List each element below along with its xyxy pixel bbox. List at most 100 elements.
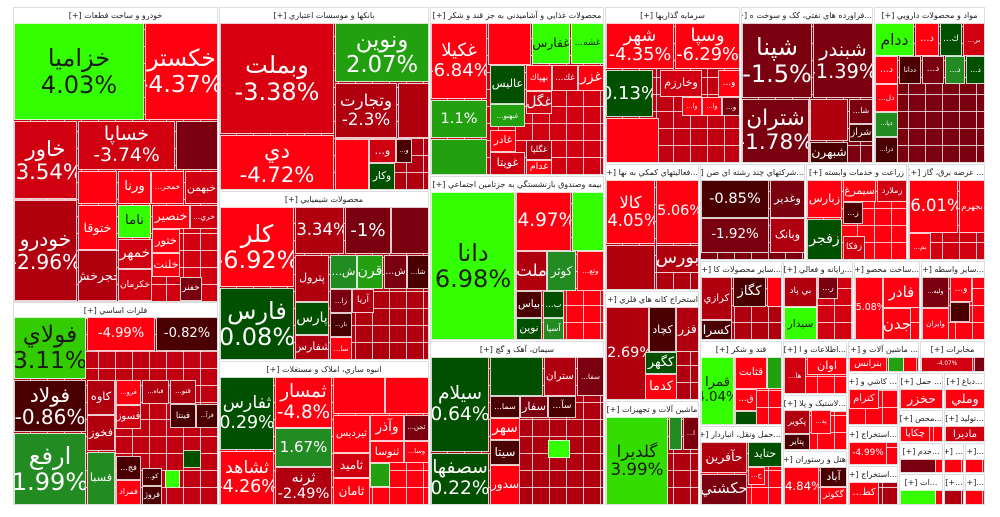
sector-title[interactable]: ...فراورده هاي نفتي، کک و سوخت ه [+] [742,8,872,24]
sector-title[interactable]: سيمان، آهک و گچ [+] [431,342,603,358]
stock-tile[interactable]: زبارس [807,180,842,218]
stock-tile[interactable]: قمرا4.04% [701,357,734,424]
stock-tile[interactable]: آريا [352,289,374,313]
stock-tile[interactable]: ...و [396,139,412,163]
stock-tile[interactable]: آسيا [543,318,564,339]
sector-title[interactable]: ... ماشين آلات و [+] [849,342,918,358]
sector-title[interactable]: ...خدم [+] [900,444,942,460]
stock-tile[interactable]: ورنا [118,171,151,204]
stock-tile[interactable] [888,357,904,371]
sector-title[interactable]: ...ساير واسطه [+] [922,262,984,278]
stock-tile[interactable]: ...شا [407,255,428,289]
stock-tile[interactable]: خساپا -3.74% [78,121,175,170]
stock-tile[interactable]: -2.69% [606,307,649,399]
sector-title[interactable]: ...ات [+] [900,475,942,491]
stock-tile[interactable]: شفارس [295,335,329,359]
stock-tile[interactable]: -1.92% [701,218,769,253]
stock-tile[interactable]: خکرمان [118,269,152,301]
stock-tile[interactable]: ...بم [909,233,931,259]
sector-title[interactable]: استخراج کانه هاي فلزي [+] [606,292,698,308]
stock-tile[interactable]: 1.1% [431,100,487,138]
stock-tile[interactable]: بجهرم [959,180,984,233]
stock-tile[interactable]: فمراد [116,480,141,504]
sector-title[interactable]: محصولات غذايي و آشاميدني به جز قند و شکر… [431,8,603,24]
sector-title[interactable]: سرمايه گذاريها [+] [606,8,739,24]
stock-tile[interactable]: ختور [152,229,180,253]
stock-tile[interactable] [176,121,217,170]
stock-tile[interactable]: ...و [718,70,739,97]
stock-tile[interactable]: عاليس [490,65,525,104]
stock-tile[interactable]: ...غك [552,65,578,91]
stock-tile[interactable]: خودرو-2.96% [14,200,77,301]
stock-tile[interactable]: شبهرن [810,142,848,162]
stock-tile[interactable]: گکوثر [820,487,846,504]
sector-title[interactable]: ... کاشي و [+] [849,374,897,390]
stock-tile[interactable]: سيتا [490,440,520,465]
stock-tile[interactable]: -6.01% [909,180,958,233]
stock-tile[interactable] [370,463,390,487]
stock-tile[interactable]: ...خمحر [151,171,184,204]
sector-title[interactable]: زراعت و خدمات وابسته [+] [807,165,906,181]
stock-tile[interactable]: حتايد [748,442,781,467]
sector-title[interactable]: ...توليد [+] [945,411,984,427]
stock-tile[interactable]: قرن [357,255,383,289]
stock-tile[interactable] [548,440,570,458]
stock-tile[interactable]: ...بار [330,313,352,337]
sector-title[interactable]: ماشين آلات و تجهيزات [+] [606,402,698,418]
stock-tile[interactable]: ...غشه [571,23,603,64]
stock-tile[interactable]: ...د [966,56,984,84]
stock-tile[interactable]: ثامان [333,478,370,504]
sector-title[interactable]: ...استخراج [+] [849,467,897,483]
stock-tile[interactable]: سدور [490,465,520,504]
stock-tile[interactable]: ...کط [849,482,879,504]
stock-tile[interactable]: خکستر-4.37% [145,23,217,120]
stock-tile[interactable]: ...د [922,56,944,84]
sector-title[interactable]: ... [+] [945,444,963,460]
stock-tile[interactable]: خمهر [118,239,152,269]
stock-tile[interactable] [165,470,180,488]
stock-tile[interactable]: کوثر [547,251,576,291]
stock-tile[interactable] [810,99,848,141]
sector-title[interactable]: ...محص [+] [900,411,942,427]
stock-tile[interactable] [900,459,936,472]
stock-tile[interactable]: ...سفا [577,357,603,396]
stock-tile[interactable]: فسبا [87,452,115,504]
stock-tile[interactable]: ...بر [963,23,984,56]
stock-tile[interactable]: سفار [520,396,548,418]
stock-tile[interactable]: خبهمن [185,171,217,204]
stock-tile[interactable]: ...غبهنو [490,104,525,127]
sector-title[interactable]: بيمه وصندوق بازنشستگي به جزتامين اجتماعي… [431,177,603,193]
sector-title[interactable]: مواد و محصولات دارويي [+] [875,8,984,24]
stock-tile[interactable]: ...دل [875,84,898,112]
stock-tile[interactable]: ...ش [330,255,357,289]
stock-tile[interactable]: پترول [295,255,329,302]
stock-tile[interactable]: ارفع 1.99% [14,433,86,504]
stock-tile[interactable]: کدما [645,374,677,399]
stock-tile[interactable]: غکيلا-6.84% [431,23,487,99]
stock-tile[interactable] [398,83,428,138]
stock-tile[interactable]: خفنر [180,277,202,301]
stock-tile[interactable]: ...فتو [170,380,196,404]
stock-tile[interactable]: اوان [807,357,846,375]
stock-tile[interactable]: ثاميد [333,453,370,478]
sector-title[interactable]: ... حمل [+] [900,374,942,390]
stock-tile[interactable]: ثيرديس [333,415,370,453]
sector-title[interactable]: محصولات شيميايي [+] [220,192,428,208]
sector-title[interactable]: ...ساخت محصو [+] [855,262,919,278]
stock-tile[interactable]: فولاد -0.86% [14,380,86,432]
stock-tile[interactable]: پتاير [784,434,810,449]
stock-tile[interactable]: خزامیا 4.03% [14,23,144,120]
stock-tile[interactable]: کترام [849,389,879,409]
stock-tile[interactable]: ماديرا [945,426,984,441]
stock-tile[interactable] [488,23,531,65]
stock-tile[interactable]: فزر [676,307,698,352]
stock-tile[interactable]: غزر [578,65,603,91]
stock-tile[interactable]: کگهر [645,352,677,374]
sector-title[interactable]: ...[+] [966,475,984,491]
stock-tile[interactable]: شتران-1.78% [742,99,809,162]
stock-tile[interactable]: ...ر [818,277,838,299]
sector-title[interactable]: قند و شکر [+] [701,342,781,358]
stock-tile[interactable]: آباد [820,467,846,487]
sector-title[interactable]: خودرو و ساخت قطعات [+] [14,8,217,24]
stock-tile[interactable]: ...و [722,97,739,116]
